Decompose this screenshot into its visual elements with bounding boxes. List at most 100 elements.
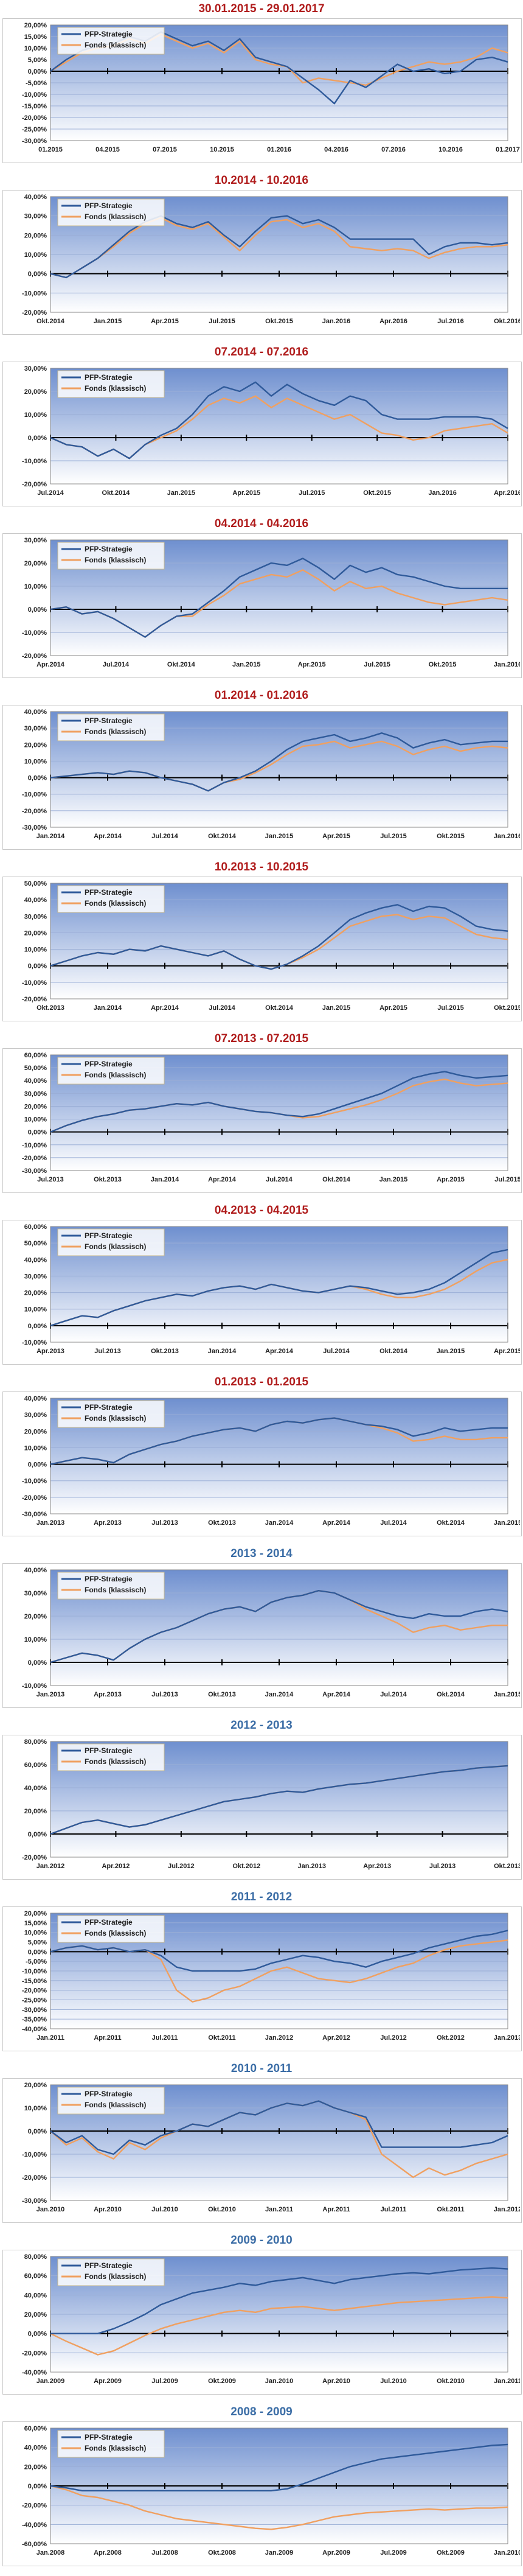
legend: PFP-Strategie Fonds (klassisch)	[57, 2258, 165, 2286]
y-tick-label: 0,00%	[28, 1129, 47, 1136]
line-chart: 50,00% 40,00% 30,00% 20,00% 10,00% 0,00% -10,0…	[22, 880, 520, 1012]
y-tick-label: -20,00%	[22, 996, 47, 1003]
line-chart: 40,00%30,00%20,00%10,00%0,00%-10,00%Jan.…	[22, 1567, 520, 1698]
y-tick-label: 10,00%	[24, 411, 47, 419]
x-tick-label: Okt.2014	[437, 1691, 465, 1698]
x-tick-label: Jan.2016	[322, 318, 350, 325]
y-tick-label: 10,00%	[24, 1306, 47, 1314]
y-tick-label: -30,00%	[22, 824, 47, 831]
legend-label-fund: Fonds (klassisch)	[85, 2101, 146, 2109]
y-tick-label: 40,00%	[24, 1567, 47, 1574]
chart-title: 2010 - 2011	[230, 2062, 293, 2075]
series-line-strategy	[50, 1765, 508, 1835]
y-tick-label: 30,00%	[24, 1590, 47, 1597]
x-tick-label: Apr.2013	[94, 1519, 122, 1527]
chart-panel: 04.2013 - 04.2015 60,00% 50,00% 40,00% 30,00…	[0, 1202, 523, 1373]
y-tick-label: 30,00%	[24, 1412, 47, 1419]
x-tick-label: Jul.2010	[151, 2206, 178, 2213]
x-tick-label: 04.2015	[95, 146, 120, 153]
line-chart: 20,00% 15,00% 10,00% 5,00% 0,00% -5,00% -10,00…	[22, 22, 520, 153]
chart-panel: 2013 - 2014 40,00% 30,00% 20,00% 10,00% 0,00%…	[0, 1545, 523, 1717]
chart-panel: 07.2013 - 07.2015 60,00% 50,00% 40,00% 30,00…	[0, 1030, 523, 1202]
chart-title: 2009 - 2010	[230, 2234, 293, 2247]
y-tick-label: 20,00%	[24, 1910, 47, 1917]
x-tick-label: Okt.2014	[437, 1519, 465, 1527]
x-tick-label: Okt.2014	[379, 1348, 408, 1355]
series-line-strategy	[50, 1071, 508, 1133]
y-tick-label: 0,00%	[28, 775, 47, 782]
x-tick-label: Okt.2014	[36, 318, 65, 325]
chart-title: 04.2014 - 04.2016	[214, 517, 309, 530]
chart-title: 07.2014 - 07.2016	[214, 346, 309, 359]
x-tick-label: Okt.2009	[208, 2378, 236, 2385]
x-tick-label: Jan.2009	[36, 2378, 64, 2385]
chart-title: 30.01.2015 - 29.01.2017	[198, 2, 325, 15]
y-tick-label: -30,00%	[22, 1511, 47, 1518]
y-tick-label: 10,00%	[24, 758, 47, 765]
y-tick-label: 0,00%	[28, 435, 47, 442]
x-tick-label: Jul.2015	[437, 1004, 463, 1012]
x-tick-label: Jul.2014	[151, 833, 178, 840]
legend-label-fund: Fonds (klassisch)	[85, 899, 146, 908]
x-tick-label: Apr.2015	[322, 833, 350, 840]
legend-label-strategy: PFP-Strategie	[85, 1746, 133, 1755]
y-tick-label: -20,00%	[22, 114, 47, 122]
y-tick-label: 20,00%	[24, 2082, 47, 2089]
line-chart: 60,00% 40,00% 20,00% 0,00% -20,00% -40,00% -60…	[22, 2425, 520, 2557]
x-tick-label: Jan.2015	[94, 318, 122, 325]
chart-panel: 2010 - 2011 20,00% 10,00% 0,00% -10,00% -20,0…	[0, 2060, 523, 2231]
x-tick-label: Jan.2011	[265, 2206, 293, 2213]
legend-label-strategy: PFP-Strategie	[85, 1231, 133, 1240]
x-tick-label: Apr.2015	[232, 489, 260, 497]
y-tick-label: -25,00%	[22, 126, 47, 133]
x-tick-label: Jan.2015	[232, 661, 260, 668]
y-tick-label: -10,00%	[22, 979, 47, 987]
y-tick-label: -30,00%	[22, 2006, 47, 2014]
x-tick-label: Jan.2014	[208, 1348, 237, 1355]
chart-panel: 30.01.2015 - 29.01.2017 20,00% 15,00% 10,00…	[0, 0, 523, 172]
y-tick-label: 0,00%	[28, 1323, 47, 1330]
x-tick-label: Jul.2014	[209, 1004, 235, 1012]
x-tick-label: Okt.2010	[437, 2378, 465, 2385]
legend-label-fund: Fonds (klassisch)	[85, 1414, 146, 1423]
chart-frame: 60,00% 50,00% 40,00% 30,00% 20,00% 10,00% 0,00…	[2, 1220, 522, 1365]
series-line-fund	[50, 2296, 508, 2356]
chart-frame: 40,00% 30,00% 20,00% 10,00% 0,00% -10,00% -20,…	[2, 705, 522, 850]
x-tick-label: Apr.2015	[379, 1004, 407, 1012]
chart-title: 10.2013 - 10.2015	[214, 861, 309, 873]
y-tick-label: 0,00%	[28, 2128, 47, 2135]
y-tick-label: 30,00%	[24, 537, 47, 544]
y-tick-label: -10,00%	[22, 1968, 47, 1975]
y-tick-label: -25,00%	[22, 1997, 47, 2004]
x-tick-label: Jan.2011	[36, 2034, 64, 2042]
chart-frame: 50,00% 40,00% 30,00% 20,00% 10,00% 0,00% -10,0…	[2, 877, 522, 1021]
chart-frame: 60,00% 40,00% 20,00% 0,00% -20,00% -40,00% -60…	[2, 2421, 522, 2566]
y-tick-label: 40,00%	[24, 1077, 47, 1085]
x-tick-label: Okt.2015	[494, 1004, 520, 1012]
legend-label-strategy: PFP-Strategie	[85, 1060, 133, 1068]
chart-title: 04.2013 - 04.2015	[214, 1204, 309, 1217]
series-line-strategy	[50, 732, 508, 792]
x-tick-label: Okt.2011	[208, 2034, 235, 2042]
series-line-strategy	[50, 1248, 508, 1327]
chart-title: 07.2013 - 07.2015	[214, 1032, 309, 1045]
x-tick-label: 07.2016	[381, 146, 406, 153]
y-tick-label: 20,00%	[24, 741, 47, 749]
legend: PFP-Strategie Fonds (klassisch)	[57, 2430, 165, 2458]
legend-label-strategy: PFP-Strategie	[85, 1918, 133, 1927]
chart-frame: 80,00% 60,00% 40,00% 20,00% 0,00% -20,00% -40,…	[2, 2250, 522, 2395]
x-tick-label: 07.2015	[153, 146, 177, 153]
x-tick-label: Jul.2009	[380, 2549, 406, 2557]
y-tick-label: -20,00%	[22, 2174, 47, 2182]
x-tick-label: Apr.2008	[94, 2549, 122, 2557]
y-tick-label: 0,00%	[28, 2483, 47, 2490]
x-tick-label: Okt.2015	[437, 833, 465, 840]
x-tick-label: Apr.2014	[36, 661, 65, 668]
legend-label-strategy: PFP-Strategie	[85, 1575, 133, 1583]
x-tick-label: Okt.2013	[151, 1348, 179, 1355]
x-tick-label: Jul.2014	[380, 1519, 407, 1527]
x-tick-label: Okt.2014	[167, 661, 196, 668]
x-tick-label: Okt.2013	[36, 1004, 64, 1012]
y-tick-label: 5,00%	[28, 57, 47, 64]
y-tick-label: -20,00%	[22, 1987, 47, 1995]
